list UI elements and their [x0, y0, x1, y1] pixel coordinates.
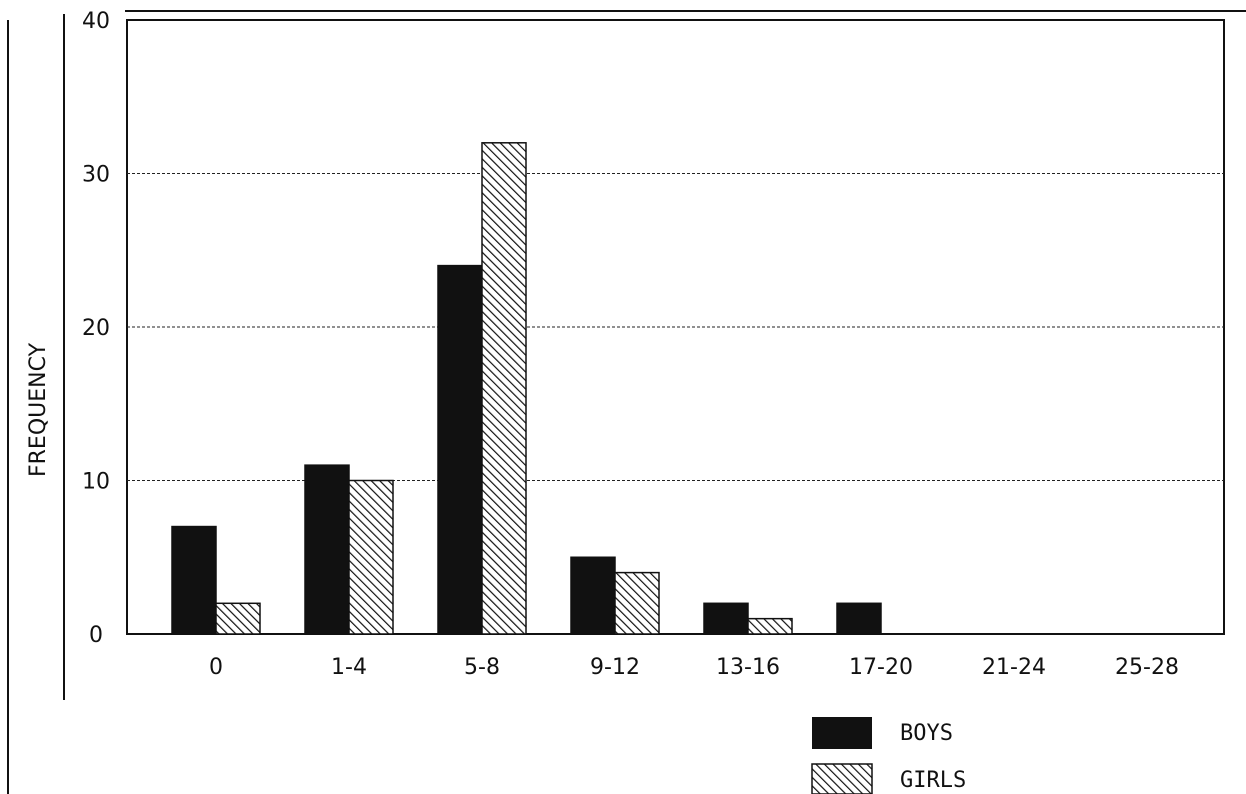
y-tick-label: 30: [82, 163, 110, 188]
legend-label-boys: BOYS: [900, 721, 953, 746]
y-tick-label: 10: [82, 470, 110, 495]
x-tick-label: 21-24: [982, 655, 1046, 680]
bar-girls-13-16: [747, 617, 793, 635]
bar-girls-0: [215, 602, 261, 635]
y-tick-label: 20: [82, 316, 110, 341]
bar-boys-1-4: [304, 464, 350, 635]
bar-boys-0: [171, 525, 217, 635]
bar-boys-5-8: [437, 264, 483, 635]
bar-boys-9-12: [570, 556, 616, 635]
x-tick-label: 9-12: [590, 655, 640, 680]
x-tick-label: 1-4: [331, 655, 367, 680]
x-tick-labels: 0 1-4 5-8 9-12 13-16 17-20 21-24 25-28: [209, 655, 1179, 680]
y-tick-label: 0: [89, 623, 103, 648]
gridlines: [127, 173, 1224, 481]
x-tick-label: 0: [209, 655, 223, 680]
legend-label-girls: GIRLS: [900, 768, 966, 793]
y-tick-label: 40: [82, 9, 110, 34]
y-axis-label: FREQUENCY: [26, 342, 51, 477]
legend-swatch-girls: [811, 763, 873, 794]
legend-swatch-boys: [812, 717, 872, 749]
bar-girls-9-12: [614, 571, 660, 635]
bar-boys-13-16: [703, 602, 749, 635]
x-tick-label: 13-16: [716, 655, 780, 680]
bar-boys-17-20: [836, 602, 882, 635]
y-tick-labels: 0 10 20 30 40: [82, 9, 110, 648]
x-tick-label: 25-28: [1115, 655, 1179, 680]
x-tick-label: 17-20: [849, 655, 913, 680]
x-tick-label: 5-8: [464, 655, 500, 680]
legend: BOYS GIRLS: [811, 717, 966, 794]
bar-girls-5-8: [481, 142, 527, 635]
bars: [171, 142, 882, 635]
bar-girls-1-4: [348, 479, 394, 635]
